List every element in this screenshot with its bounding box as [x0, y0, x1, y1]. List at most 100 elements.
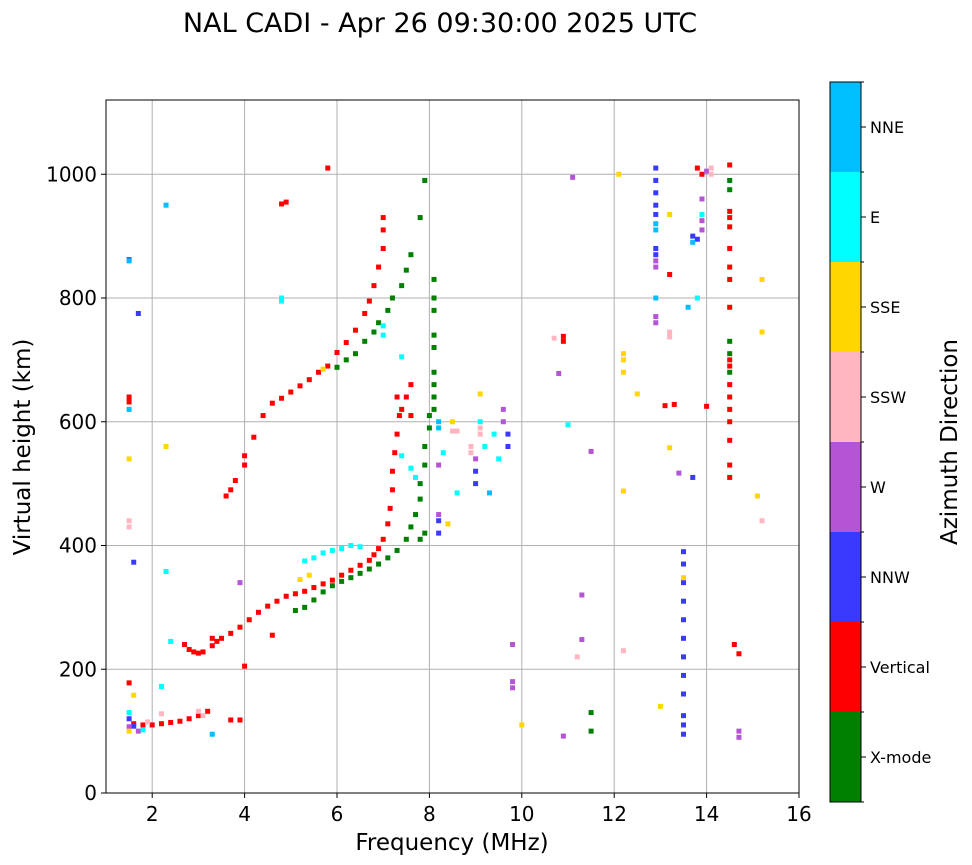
point-ssw	[574, 654, 580, 660]
point-e	[694, 295, 700, 301]
point-sse	[445, 521, 451, 527]
point-vertical	[727, 406, 733, 412]
point-x-mode	[385, 307, 391, 313]
point-vertical	[352, 327, 358, 333]
point-e	[158, 684, 164, 690]
point-x-mode	[408, 252, 414, 258]
point-sse	[131, 692, 137, 698]
point-sse	[519, 722, 525, 728]
point-x-mode	[422, 530, 428, 536]
point-w	[510, 685, 516, 691]
point-ssw	[145, 719, 151, 725]
point-nnw	[694, 236, 700, 242]
colorbar-tick-label: X-mode	[870, 748, 931, 767]
point-e	[380, 332, 386, 338]
point-vertical	[269, 632, 275, 638]
y-tick-label: 800	[59, 286, 97, 310]
point-vertical	[182, 642, 188, 647]
point-vertical	[699, 171, 705, 177]
point-vertical	[306, 377, 312, 383]
point-vertical	[392, 450, 398, 456]
point-w	[653, 314, 659, 320]
point-sse	[297, 577, 303, 583]
colorbar-segment-ssw	[830, 352, 861, 442]
point-x-mode	[431, 295, 437, 301]
point-vertical	[396, 413, 402, 419]
point-e	[565, 422, 571, 428]
point-sse	[759, 276, 765, 282]
x-tick-label: 2	[146, 802, 159, 826]
point-nnw	[681, 672, 686, 678]
point-vertical	[265, 603, 271, 609]
point-vertical	[399, 406, 405, 412]
point-nnw	[135, 310, 141, 316]
point-w	[704, 168, 710, 174]
point-w	[699, 227, 705, 233]
point-vertical	[704, 403, 710, 409]
point-vertical	[727, 363, 733, 369]
x-tick-label: 16	[786, 802, 811, 826]
point-x-mode	[417, 481, 423, 487]
point-vertical	[662, 403, 668, 409]
point-x-mode	[343, 357, 349, 363]
point-e	[163, 568, 169, 574]
point-x-mode	[376, 561, 382, 567]
point-e	[413, 474, 419, 480]
point-e	[348, 543, 354, 548]
point-x-mode	[417, 496, 423, 502]
point-sse	[163, 444, 169, 449]
point-vertical	[242, 663, 248, 669]
point-x-mode	[417, 215, 423, 221]
point-vertical	[288, 389, 294, 395]
colorbar-segment-nne	[830, 82, 861, 172]
point-vertical	[223, 493, 229, 499]
point-e	[311, 555, 317, 561]
point-vertical	[727, 276, 733, 282]
point-x-mode	[426, 425, 432, 431]
point-vertical	[727, 264, 733, 270]
point-vertical	[316, 369, 322, 375]
point-ssw	[450, 428, 455, 434]
point-x-mode	[727, 338, 733, 344]
point-ssw	[759, 518, 765, 524]
point-vertical	[158, 721, 164, 727]
point-x-mode	[339, 578, 345, 584]
point-vertical	[126, 394, 132, 400]
point-vertical	[727, 382, 733, 388]
point-vertical	[242, 453, 248, 459]
point-x-mode	[329, 583, 335, 589]
point-w	[736, 728, 742, 734]
point-e	[279, 295, 285, 301]
point-w	[500, 419, 506, 425]
point-x-mode	[431, 307, 437, 313]
point-vertical	[736, 651, 742, 657]
point-nnw	[681, 549, 686, 555]
point-vertical	[727, 304, 733, 310]
point-x-mode	[431, 369, 437, 375]
point-vertical	[302, 588, 308, 594]
point-x-mode	[431, 276, 437, 282]
point-sse	[616, 171, 622, 177]
point-nne	[685, 304, 691, 310]
point-nne	[436, 419, 442, 425]
point-vertical	[371, 283, 377, 289]
point-nnw	[681, 635, 686, 641]
point-nne	[126, 406, 132, 412]
point-x-mode	[292, 607, 298, 613]
point-vertical	[149, 722, 155, 728]
point-nnw	[653, 202, 659, 208]
point-vertical	[334, 349, 340, 355]
x-tick-label: 10	[509, 802, 534, 826]
colorbar-segment-e	[830, 172, 861, 262]
point-nne	[163, 202, 169, 208]
point-vertical	[727, 474, 733, 480]
point-vertical	[126, 680, 132, 686]
y-axis-label: Virtual height (km)	[10, 339, 36, 556]
point-w	[510, 642, 516, 647]
point-vertical	[394, 394, 400, 400]
point-vertical	[727, 162, 733, 168]
point-x-mode	[588, 728, 594, 734]
point-w	[699, 218, 705, 224]
point-e	[491, 431, 497, 437]
